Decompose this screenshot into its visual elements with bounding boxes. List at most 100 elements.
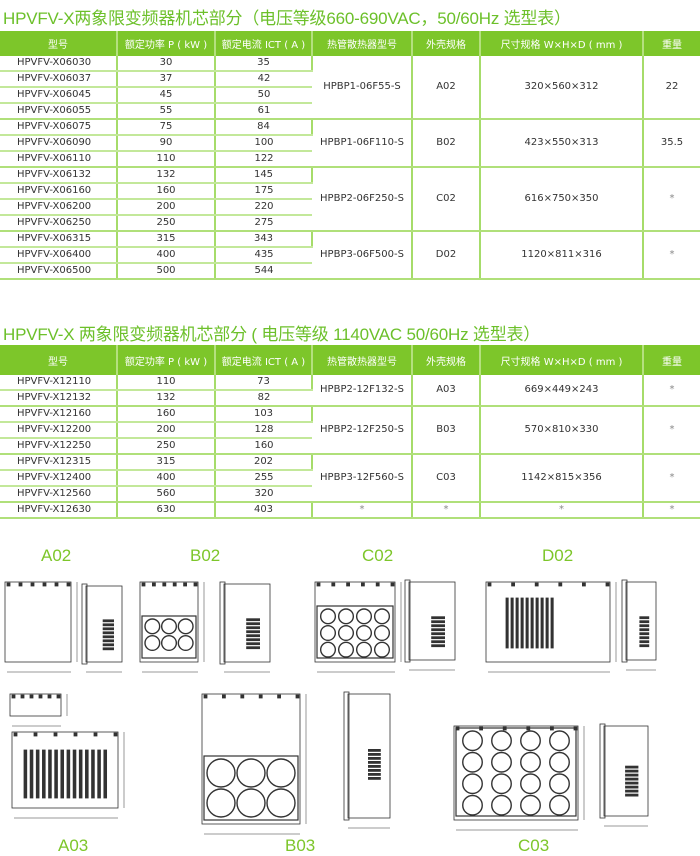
- weight-cell: *: [643, 375, 700, 407]
- bolt: [53, 732, 58, 737]
- drawing-a03-top: [9, 693, 68, 727]
- bolt: [361, 582, 365, 587]
- table-row: HPVFV-X06250 250 275: [0, 215, 700, 232]
- side-outline: [347, 693, 391, 819]
- drawing-label-d02: D02: [542, 546, 574, 565]
- bolt: [390, 582, 395, 587]
- terminal: [102, 643, 115, 647]
- terminal: [639, 644, 650, 648]
- table2-title: HPVFV-X 两象限变频器机芯部分 ( 电压等级 1140VAC 50/60H…: [3, 325, 541, 344]
- terminal: [367, 765, 381, 768]
- terminal: [246, 634, 261, 638]
- terminal: [639, 636, 650, 640]
- fan-circle: [491, 751, 512, 773]
- vent-slot: [72, 749, 77, 799]
- terminal: [639, 628, 650, 632]
- model-cell: HPVFV-X12630: [0, 502, 118, 519]
- terminal: [102, 647, 115, 651]
- drawing-label-a02: A02: [41, 546, 72, 565]
- bolt: [240, 694, 245, 699]
- size-cell: *: [480, 502, 644, 519]
- header-row: 型号 额定功率 P ( kW ) 额定电流 ICT ( A ) 热管散热器型号 外壳规格…: [0, 31, 700, 56]
- current-cell: 128: [215, 422, 312, 439]
- current-cell: 275: [215, 215, 312, 232]
- bolt: [203, 694, 208, 699]
- current-cell: 343: [215, 231, 313, 248]
- size-cell: 1120×811×316: [480, 231, 644, 280]
- terminal: [431, 616, 446, 620]
- side-outline: [625, 581, 657, 661]
- current-cell: 35: [215, 56, 313, 72]
- bolt: [29, 694, 34, 699]
- table1-title: HPVFV-X两象限变频器机芯部分（电压等级660-690VAC，50/60Hz…: [3, 9, 571, 28]
- vent-slot: [505, 597, 509, 649]
- terminal: [246, 646, 261, 650]
- terminal: [431, 644, 446, 648]
- bolt: [54, 582, 59, 587]
- current-cell: 320: [215, 486, 312, 503]
- weight-cell: *: [643, 231, 700, 280]
- weight-cell: 22: [643, 56, 700, 120]
- mount-flange: [404, 579, 411, 663]
- heatsink-cell: HPBP1-06F55-S: [312, 56, 413, 120]
- bolt: [13, 732, 18, 737]
- heatsink-cell: HPBP2-06F250-S: [312, 167, 413, 232]
- bolt: [558, 582, 563, 587]
- fan-circle: [373, 608, 391, 625]
- power-cell: 30: [117, 56, 216, 72]
- header-row: 型号 额定功率 P ( kW ) 额定电流 ICT ( A ) 热管散热器型号 外壳规格…: [0, 345, 700, 375]
- column-header: 额定电流 ICT ( A ): [215, 31, 313, 56]
- terminal: [246, 630, 261, 634]
- fan-circle: [549, 773, 570, 795]
- fan-circle: [319, 624, 337, 642]
- bolt: [193, 582, 198, 587]
- fan-circle: [373, 641, 391, 658]
- enclosure-outline: [9, 693, 62, 717]
- vent-slot: [540, 597, 544, 649]
- vent-slot: [510, 597, 514, 649]
- model-cell: HPVFV-X12200: [0, 422, 118, 439]
- bolt: [11, 694, 16, 699]
- fan-circle: [462, 730, 483, 752]
- vent-slot: [54, 749, 58, 799]
- power-cell: 200: [117, 199, 216, 216]
- model-cell: HPVFV-X06030: [0, 56, 118, 72]
- vent-slot: [66, 749, 71, 799]
- fan-circle: [373, 624, 391, 642]
- table-row: HPVFV-X06037 37 42: [0, 71, 700, 88]
- current-cell: 50: [215, 87, 312, 104]
- power-cell: 110: [117, 151, 216, 168]
- terminal: [639, 616, 650, 620]
- enclosure-outline: [485, 581, 611, 663]
- size-cell: 1142×815×356: [480, 454, 644, 503]
- drawing-d02-front: [485, 581, 617, 673]
- case-cell: B02: [412, 119, 481, 168]
- power-cell: 132: [117, 390, 216, 407]
- column-header: 额定功率 P ( kW ): [117, 345, 216, 375]
- current-cell: 103: [215, 406, 313, 423]
- model-cell: HPVFV-X12315: [0, 454, 118, 471]
- bolt: [151, 582, 156, 587]
- bolt: [93, 732, 98, 737]
- bolt: [73, 732, 78, 737]
- power-cell: 560: [117, 486, 216, 503]
- drawing-label-c02: C02: [362, 546, 394, 565]
- drawing-b03-side: [343, 691, 391, 829]
- fan-circle: [206, 758, 236, 788]
- table-row: HPVFV-X06500 500 544: [0, 263, 700, 280]
- terminal: [246, 642, 261, 646]
- column-header: 型号: [0, 31, 118, 56]
- drawing-label-b02: B02: [190, 546, 221, 565]
- power-cell: 160: [117, 183, 216, 200]
- current-cell: 100: [215, 135, 312, 152]
- fan-circle: [177, 634, 194, 652]
- current-cell: 42: [215, 71, 312, 88]
- vent-slot: [48, 749, 52, 799]
- bolt: [38, 694, 43, 699]
- vent-slot: [85, 749, 89, 799]
- current-cell: 82: [215, 390, 312, 407]
- power-cell: 37: [117, 71, 216, 88]
- terminal: [431, 632, 446, 636]
- terminal: [102, 623, 115, 627]
